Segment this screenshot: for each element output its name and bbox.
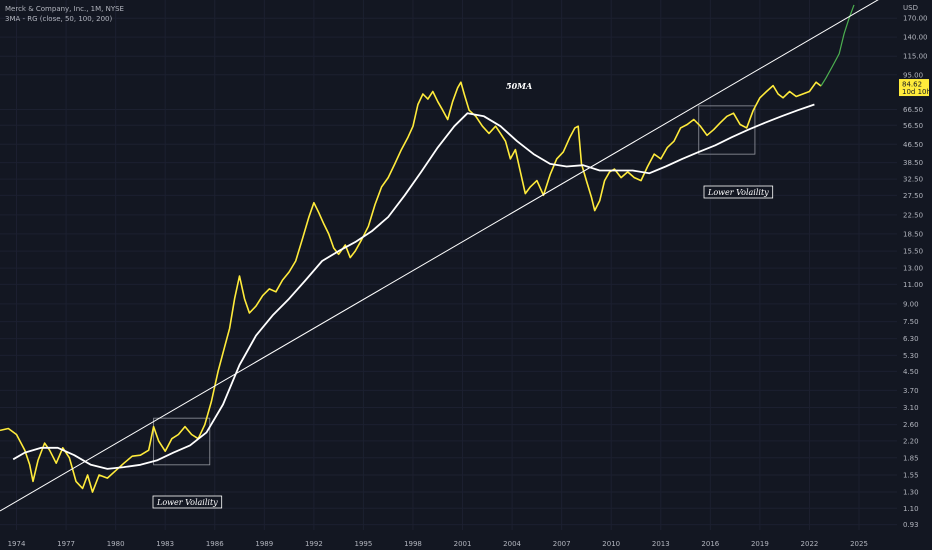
trend-line xyxy=(0,0,879,512)
y-tick-label: 3.10 xyxy=(903,404,919,412)
y-tick-label: 38.50 xyxy=(903,159,923,167)
chart-grid xyxy=(0,0,897,530)
x-tick-label: 2019 xyxy=(751,540,769,548)
y-tick-label: 66.50 xyxy=(903,106,923,114)
x-tick-label: 2016 xyxy=(701,540,719,548)
y-tick-label: 13.00 xyxy=(903,265,923,273)
price-tag-bg xyxy=(899,79,929,97)
y-tick-label: 95.00 xyxy=(903,71,923,79)
box-label-2: Lower Volaility xyxy=(707,188,769,197)
x-tick-label: 2025 xyxy=(850,540,868,548)
x-tick-label: 1995 xyxy=(355,540,373,548)
x-tick-label: 2013 xyxy=(652,540,670,548)
low-volatility-box xyxy=(153,417,211,466)
x-tick-label: 1992 xyxy=(305,540,323,548)
y-tick-label: 27.50 xyxy=(903,192,923,200)
y-tick-label: 22.50 xyxy=(903,211,923,219)
y-tick-label: 115.00 xyxy=(903,53,928,61)
ma-label: 50MA xyxy=(506,81,532,91)
last-price-label: 84.62 10d 10h xyxy=(899,79,931,97)
x-tick-label: 2004 xyxy=(503,540,521,548)
x-tick-label: 1989 xyxy=(255,540,273,548)
y-tick-label: 56.50 xyxy=(903,122,923,130)
y-tick-label: 140.00 xyxy=(903,34,928,42)
y-tick-label: 46.50 xyxy=(903,141,923,149)
y-tick-label: 3.70 xyxy=(903,387,919,395)
y-axis-unit: USD xyxy=(903,4,918,12)
y-tick-label: 1.30 xyxy=(903,489,919,497)
y-tick-label: 2.60 xyxy=(903,421,919,429)
annotations: 50MA Lower Volaility Lower Volaility xyxy=(152,81,774,509)
y-tick-label: 4.50 xyxy=(903,368,919,376)
box-label-1-frame xyxy=(152,495,223,509)
x-tick-label: 2022 xyxy=(801,540,819,548)
low-volatility-box xyxy=(698,105,756,155)
y-tick-label: 1.10 xyxy=(903,505,919,513)
price-line xyxy=(0,81,822,493)
y-tick-label: 5.30 xyxy=(903,352,919,360)
x-axis: 1974 1977 1980 1983 1986 1989 1992 1995 1998 2001… xyxy=(8,540,868,548)
chart-series xyxy=(0,0,879,512)
x-tick-label: 1980 xyxy=(107,540,125,548)
indicator-title: 3MA - RG (close, 50, 100, 200) xyxy=(5,15,113,23)
y-tick-label: 18.50 xyxy=(903,230,923,238)
x-tick-label: 2007 xyxy=(553,540,571,548)
y-tick-label: 1.55 xyxy=(903,471,919,479)
y-tick-label: 32.50 xyxy=(903,176,923,184)
box-label-1: Lower Volaility xyxy=(156,498,218,507)
y-tick-label: 1.85 xyxy=(903,454,919,462)
y-tick-label: 7.50 xyxy=(903,318,919,326)
x-tick-label: 2001 xyxy=(454,540,472,548)
y-axis: 0.93 1.10 1.30 1.55 1.85 2.20 2.60 3.10 3.70 4.50… xyxy=(903,15,928,529)
x-tick-label: 1986 xyxy=(206,540,224,548)
x-tick-label: 1977 xyxy=(57,540,75,548)
y-tick-label: 11.00 xyxy=(903,281,923,289)
y-tick-label: 2.20 xyxy=(903,437,919,445)
y-tick-label: 9.00 xyxy=(903,300,919,308)
x-tick-label: 1974 xyxy=(8,540,26,548)
y-tick-label: 0.93 xyxy=(903,521,919,529)
ma-50-line xyxy=(12,103,815,470)
x-tick-label: 2010 xyxy=(602,540,620,548)
x-tick-label: 1983 xyxy=(156,540,174,548)
x-tick-label: 1998 xyxy=(404,540,422,548)
y-tick-label: 6.30 xyxy=(903,335,919,343)
symbol-title: Merck & Company, Inc., 1M, NYSE xyxy=(5,5,124,13)
y-tick-label: 170.00 xyxy=(903,15,928,23)
price-countdown: 10d 10h xyxy=(902,88,931,96)
box-label-2-frame xyxy=(703,185,774,199)
price-value: 84.62 xyxy=(902,81,922,89)
annotation-boxes xyxy=(153,105,756,466)
y-tick-label: 15.50 xyxy=(903,248,923,256)
chart-legend: Merck & Company, Inc., 1M, NYSE 3MA - RG… xyxy=(5,4,124,24)
price-line-recent xyxy=(820,4,855,87)
